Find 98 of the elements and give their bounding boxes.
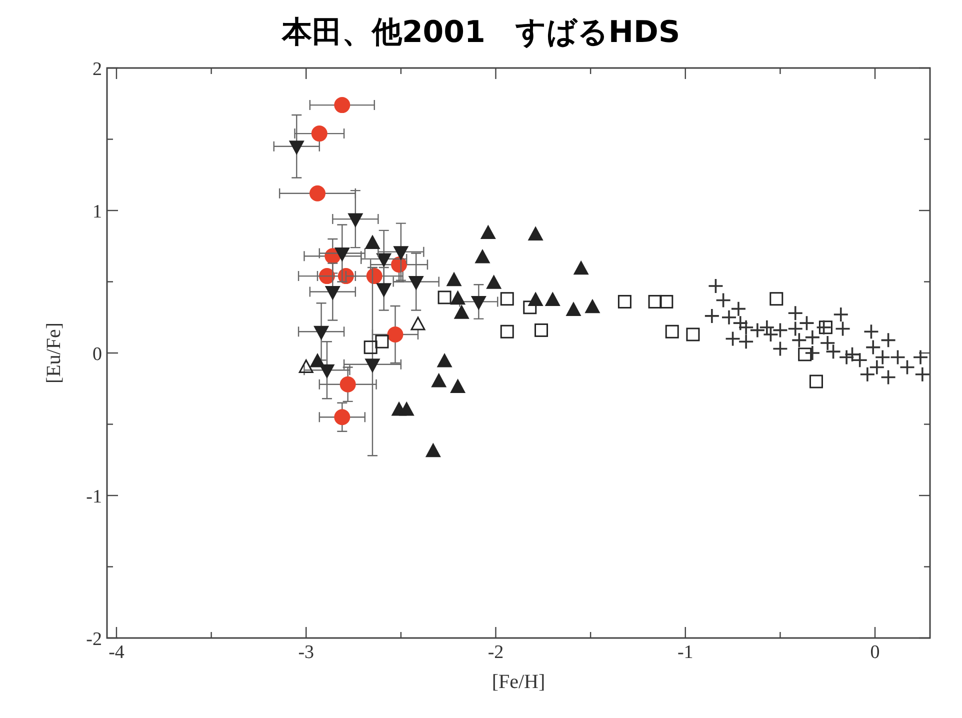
point (804, 345, 820, 361)
point (438, 290, 452, 304)
point (365, 358, 380, 372)
point (730, 300, 746, 317)
point (832, 306, 849, 322)
point (450, 379, 466, 393)
point (325, 286, 340, 300)
point (912, 349, 928, 366)
point (798, 315, 815, 331)
point (534, 323, 548, 337)
point (314, 326, 329, 340)
point (665, 324, 679, 338)
point (704, 308, 720, 324)
point (787, 305, 804, 321)
point (874, 349, 890, 366)
point (545, 292, 560, 306)
point (365, 236, 380, 250)
point (787, 320, 804, 337)
point (311, 126, 328, 142)
point (816, 319, 832, 336)
point (408, 276, 424, 290)
point (376, 253, 392, 267)
point (809, 374, 823, 388)
point (750, 322, 766, 338)
point (804, 329, 820, 346)
point (869, 359, 885, 376)
point (772, 340, 788, 357)
point (394, 246, 408, 260)
point (426, 444, 440, 458)
point (432, 374, 446, 388)
point (399, 402, 414, 416)
x-tick-label: -3 (298, 642, 314, 663)
point (890, 349, 906, 366)
point (574, 261, 588, 275)
point (500, 324, 514, 338)
point (309, 185, 326, 202)
point (450, 291, 466, 305)
point (724, 330, 741, 347)
x-tick-label: -1 (677, 642, 694, 663)
point (772, 322, 788, 338)
point (410, 316, 426, 330)
point (387, 326, 404, 342)
point (340, 376, 356, 392)
point (585, 300, 600, 314)
point (738, 334, 754, 350)
point (500, 292, 514, 306)
x-tick-label: -2 (488, 642, 504, 663)
point (686, 328, 700, 342)
point (486, 275, 502, 289)
point (798, 348, 812, 362)
point (480, 226, 496, 240)
point (364, 340, 378, 354)
y-axis-title: [Eu/Fe] (43, 322, 65, 384)
point (298, 360, 314, 373)
point (334, 409, 350, 426)
y-tick-label: -2 (86, 629, 102, 650)
point (471, 296, 486, 310)
point (375, 334, 389, 348)
point (860, 366, 876, 382)
point (348, 213, 363, 227)
title: 本田、他2001 すばるHDS (282, 15, 680, 50)
point (618, 294, 632, 308)
point (880, 369, 896, 386)
point (528, 226, 543, 240)
point (310, 354, 325, 368)
y-tick-label: -1 (86, 486, 102, 508)
point (770, 292, 784, 306)
point (366, 268, 382, 284)
point (721, 309, 737, 326)
point (834, 320, 851, 337)
point (334, 97, 350, 114)
point (475, 250, 490, 264)
point (454, 305, 469, 319)
point (523, 300, 537, 314)
point (818, 320, 832, 334)
point (865, 339, 882, 356)
y-tick-label: 2 (92, 59, 102, 80)
point (838, 349, 854, 366)
point (708, 278, 724, 294)
y-tick-label: 1 (92, 202, 102, 222)
point (446, 272, 462, 286)
x-tick-label: 0 (870, 642, 880, 663)
x-axis-title: [Fe/H] (492, 671, 546, 693)
point (863, 324, 880, 340)
point (791, 332, 808, 348)
point (660, 294, 674, 308)
point (289, 140, 304, 154)
point (648, 294, 662, 308)
x-tick-label: -4 (108, 642, 125, 663)
point (914, 366, 930, 382)
point (880, 332, 896, 348)
point (715, 292, 732, 308)
point (899, 359, 916, 376)
point (566, 302, 581, 316)
point (376, 283, 392, 297)
point (334, 248, 350, 261)
point (437, 354, 452, 368)
y-tick-label: 0 (92, 344, 102, 365)
